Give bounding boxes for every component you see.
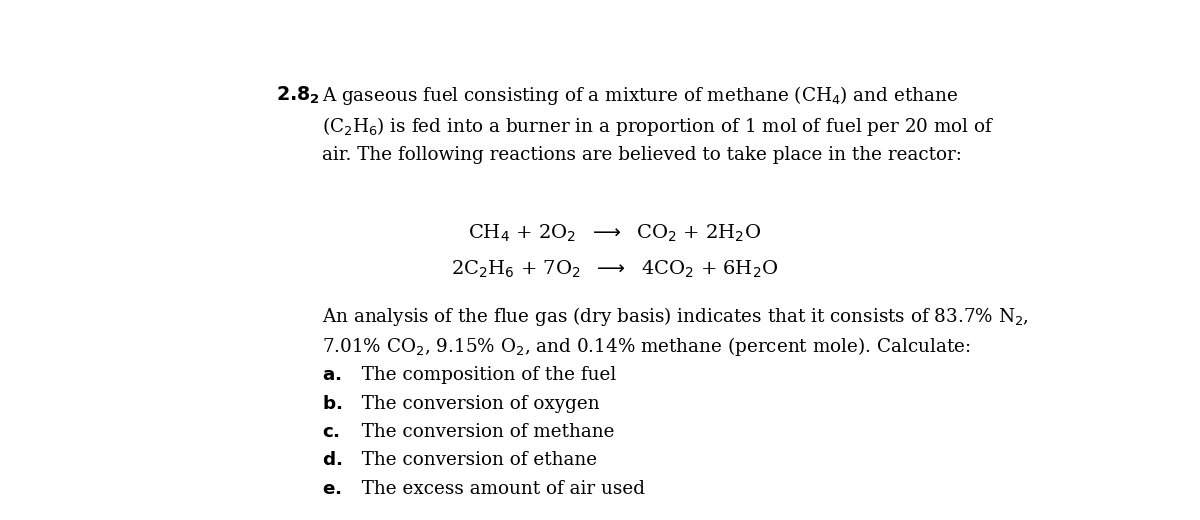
Text: A gaseous fuel consisting of a mixture of methane (CH$_4$) and ethane: A gaseous fuel consisting of a mixture o… bbox=[322, 84, 958, 108]
Text: $\mathbf{e.}$: $\mathbf{e.}$ bbox=[322, 480, 342, 498]
Text: The conversion of methane: The conversion of methane bbox=[350, 423, 614, 441]
Text: $\mathbf{d.}$: $\mathbf{d.}$ bbox=[322, 451, 342, 470]
Text: $\mathbf{b.}$: $\mathbf{b.}$ bbox=[322, 395, 342, 413]
Text: CH$_4$ + 2O$_2$  $\longrightarrow$  CO$_2$ + 2H$_2$O: CH$_4$ + 2O$_2$ $\longrightarrow$ CO$_2$… bbox=[468, 223, 762, 244]
Text: $\mathbf{a.}$: $\mathbf{a.}$ bbox=[322, 366, 342, 384]
Text: An analysis of the flue gas (dry basis) indicates that it consists of 83.7% N$_2: An analysis of the flue gas (dry basis) … bbox=[322, 305, 1028, 328]
Text: 2C$_2$H$_6$ + 7O$_2$  $\longrightarrow$  4CO$_2$ + 6H$_2$O: 2C$_2$H$_6$ + 7O$_2$ $\longrightarrow$ 4… bbox=[451, 258, 779, 280]
Text: $\mathbf{c.}$: $\mathbf{c.}$ bbox=[322, 423, 340, 441]
Text: The excess amount of air used: The excess amount of air used bbox=[350, 480, 644, 498]
Text: 7.01% CO$_2$, 9.15% O$_2$, and 0.14% methane (percent mole). Calculate:: 7.01% CO$_2$, 9.15% O$_2$, and 0.14% met… bbox=[322, 335, 971, 358]
Text: air. The following reactions are believed to take place in the reactor:: air. The following reactions are believe… bbox=[322, 146, 962, 164]
Text: $\mathbf{2.8_2}$: $\mathbf{2.8_2}$ bbox=[276, 84, 319, 106]
Text: The composition of the fuel: The composition of the fuel bbox=[350, 366, 617, 384]
Text: (C$_2$H$_6$) is fed into a burner in a proportion of 1 mol of fuel per 20 mol of: (C$_2$H$_6$) is fed into a burner in a p… bbox=[322, 115, 995, 138]
Text: The conversion of ethane: The conversion of ethane bbox=[350, 451, 598, 470]
Text: The conversion of oxygen: The conversion of oxygen bbox=[350, 395, 600, 413]
